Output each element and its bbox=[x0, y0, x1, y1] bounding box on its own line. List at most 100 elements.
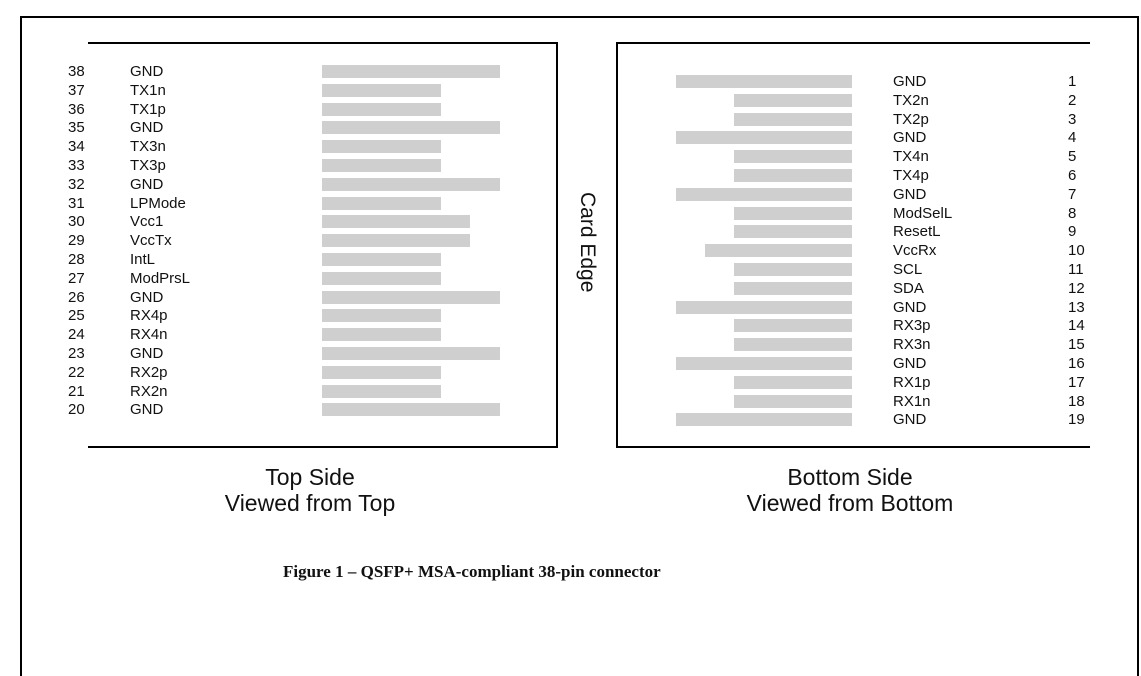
pin-contact-bar bbox=[676, 187, 852, 201]
bottom-pin-row: ResetL 9 bbox=[0, 222, 1110, 241]
top-panel-bottom-line bbox=[88, 446, 558, 448]
pin-number: 17 bbox=[1068, 373, 1085, 391]
pin-number: 26 bbox=[68, 288, 85, 306]
top-pin-row: 36 TX1p bbox=[0, 100, 560, 119]
pin-name: ModSelL bbox=[893, 204, 953, 222]
top-pin-row: 37 TX1n bbox=[0, 81, 560, 100]
pin-name: TX1p bbox=[130, 100, 166, 118]
pin-name: TX4p bbox=[893, 167, 929, 184]
pin-contact-bar bbox=[322, 384, 441, 398]
top-pin-row: 32 GND bbox=[0, 175, 560, 194]
pin-name: RX2p bbox=[130, 363, 168, 381]
pin-name: GND bbox=[130, 175, 164, 193]
top-pin-row: 27 ModPrsL bbox=[0, 269, 560, 288]
pin-contact-bar bbox=[322, 159, 441, 172]
pin-number: 1 bbox=[1068, 73, 1077, 90]
top-pin-row: 34 TX3n bbox=[0, 137, 560, 156]
pin-contact-bar bbox=[322, 403, 500, 417]
pin-name: GND bbox=[130, 119, 164, 137]
pin-number: 36 bbox=[68, 100, 85, 118]
bottom-pin-row: RX3n 15 bbox=[0, 335, 1110, 354]
top-side-caption-line1: Top Side bbox=[265, 464, 355, 490]
pin-contact-bar bbox=[734, 150, 852, 164]
pin-name: GND bbox=[893, 298, 927, 316]
pin-contact-bar bbox=[734, 206, 852, 220]
pin-number: 19 bbox=[1068, 411, 1085, 429]
pin-contact-bar bbox=[734, 263, 852, 276]
bottom-pin-row: TX4n 5 bbox=[0, 147, 1110, 166]
pin-contact-bar bbox=[322, 328, 441, 342]
pin-number: 28 bbox=[68, 251, 85, 268]
pin-contact-bar bbox=[705, 244, 852, 258]
bottom-pin-row: GND 19 bbox=[0, 410, 1110, 429]
top-pin-row: 33 TX3p bbox=[0, 156, 560, 175]
bottom-side-caption-line2: Viewed from Bottom bbox=[746, 490, 954, 516]
pin-number: 20 bbox=[68, 401, 85, 419]
bottom-pin-row: GND 16 bbox=[0, 354, 1110, 373]
bottom-panel-bottom-line bbox=[616, 446, 1090, 448]
top-panel-top-line bbox=[88, 42, 558, 44]
pin-name: TX3n bbox=[130, 138, 166, 156]
pin-number: 25 bbox=[68, 307, 85, 325]
pin-number: 31 bbox=[68, 194, 85, 212]
pin-contact-bar bbox=[322, 234, 470, 248]
bottom-pin-row: GND 13 bbox=[0, 298, 1110, 317]
pin-number: 5 bbox=[1068, 148, 1077, 166]
bottom-pin-row: TX2n 2 bbox=[0, 91, 1110, 110]
top-pin-row: 30 Vcc1 bbox=[0, 212, 560, 231]
pin-contact-bar bbox=[322, 253, 441, 266]
bottom-pin-row: RX3p 14 bbox=[0, 316, 1110, 335]
top-pin-row: 35 GND bbox=[0, 118, 560, 137]
pin-number: 27 bbox=[68, 269, 85, 287]
pin-name: RX1p bbox=[893, 373, 931, 391]
pin-number: 3 bbox=[1068, 110, 1077, 128]
pin-name: RX4n bbox=[130, 326, 168, 344]
pin-number: 13 bbox=[1068, 298, 1085, 316]
pin-number: 18 bbox=[1068, 392, 1085, 410]
card-edge-label: Card Edge bbox=[576, 192, 599, 293]
bottom-pin-row: ModSelL 8 bbox=[0, 204, 1110, 223]
pin-number: 37 bbox=[68, 81, 85, 99]
pin-name: SCL bbox=[893, 261, 923, 278]
top-pin-row: 25 RX4p bbox=[0, 306, 560, 325]
pin-number: 8 bbox=[1068, 204, 1077, 222]
pin-number: 15 bbox=[1068, 336, 1085, 354]
pin-contact-bar bbox=[676, 131, 852, 145]
pin-contact-bar bbox=[322, 121, 500, 135]
top-pin-row: 26 GND bbox=[0, 288, 560, 307]
pin-contact-bar bbox=[322, 177, 500, 191]
pin-name: TX2p bbox=[893, 110, 929, 128]
pin-name: GND bbox=[893, 355, 927, 372]
bottom-side-caption-line1: Bottom Side bbox=[787, 464, 913, 490]
pin-number: 4 bbox=[1068, 129, 1077, 147]
top-pin-row: 24 RX4n bbox=[0, 325, 560, 344]
pin-number: 32 bbox=[68, 175, 85, 193]
pin-name: GND bbox=[130, 401, 164, 419]
pin-name: VccRx bbox=[893, 242, 937, 260]
pin-number: 22 bbox=[68, 363, 85, 381]
pin-name: Vcc1 bbox=[130, 213, 164, 231]
pin-contact-bar bbox=[322, 196, 441, 210]
pin-number: 38 bbox=[68, 63, 85, 80]
top-pin-row: 29 VccTx bbox=[0, 231, 560, 250]
pin-name: RX3n bbox=[893, 336, 931, 354]
pin-contact-bar bbox=[734, 338, 852, 352]
bottom-panel-top-line bbox=[616, 42, 1090, 44]
pin-name: GND bbox=[893, 411, 927, 429]
pin-number: 11 bbox=[1068, 261, 1084, 278]
pin-contact-bar bbox=[676, 300, 852, 314]
pin-name: GND bbox=[893, 73, 927, 90]
pin-name: SDA bbox=[893, 279, 924, 297]
pin-name: ModPrsL bbox=[130, 269, 191, 287]
pin-contact-bar bbox=[322, 140, 441, 154]
pin-name: RX3p bbox=[893, 317, 931, 335]
bottom-pin-row: SCL 11 bbox=[0, 260, 1110, 279]
pin-number: 9 bbox=[1068, 223, 1077, 241]
pin-number: 23 bbox=[68, 345, 85, 362]
pin-contact-bar bbox=[322, 347, 500, 360]
bottom-pin-row: VccRx 10 bbox=[0, 241, 1110, 260]
pin-name: RX4p bbox=[130, 307, 168, 325]
pin-contact-bar bbox=[734, 394, 852, 408]
pin-number: 12 bbox=[1068, 279, 1085, 297]
top-pin-row: 31 LPMode bbox=[0, 194, 560, 213]
